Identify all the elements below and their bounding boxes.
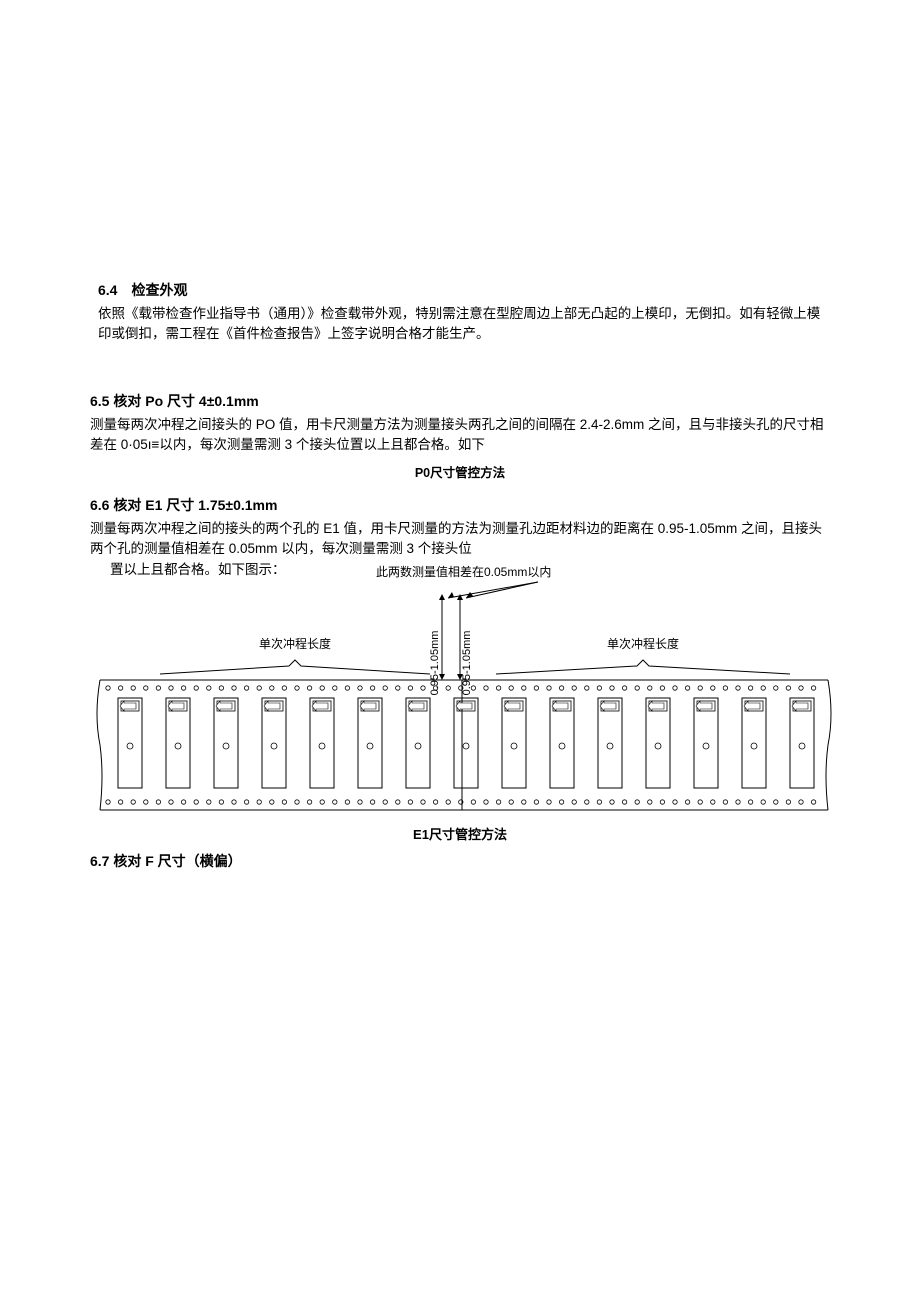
- para-6-6b: 置以上且都合格。如下图示：: [90, 558, 372, 580]
- caption-p0: P0尺寸管控方法: [90, 462, 830, 481]
- heading-6-6: 6.6 核对 E1 尺寸 1.75±0.1mm: [90, 495, 830, 515]
- e1-diagram: 0.95-1.05mm 0.95-1.05mm 单次冲程长度 单次冲程长度: [90, 570, 830, 820]
- caption-e1: E1尺寸管控方法: [90, 824, 830, 843]
- para-6-5: 测量每两次冲程之间接头的 PO 值，用卡尺测量方法为测量接头两孔之间的间隔在 2…: [90, 415, 830, 454]
- note-top: 此两数测量值相差在0.05mm以内: [372, 563, 830, 580]
- svg-text:0.95-1.05mm: 0.95-1.05mm: [429, 631, 441, 696]
- heading-6-4: 6.4 检查外观: [98, 280, 830, 300]
- para-6-4: 依照《载带检查作业指导书（通用）》检查载带外观，特别需注意在型腔周边上部无凸起的…: [98, 304, 830, 343]
- svg-text:单次冲程长度: 单次冲程长度: [259, 636, 331, 651]
- heading-6-7: 6.7 核对 F 尺寸（横偏）: [90, 851, 830, 871]
- svg-text:0.95-1.05mm: 0.95-1.05mm: [461, 631, 473, 696]
- para-6-6a: 测量每两次冲程之间的接头的两个孔的 E1 值，用卡尺测量的方法为测量孔边距材料边…: [90, 519, 830, 558]
- svg-text:单次冲程长度: 单次冲程长度: [607, 636, 679, 651]
- heading-6-5: 6.5 核对 Po 尺寸 4±0.1mm: [90, 391, 830, 411]
